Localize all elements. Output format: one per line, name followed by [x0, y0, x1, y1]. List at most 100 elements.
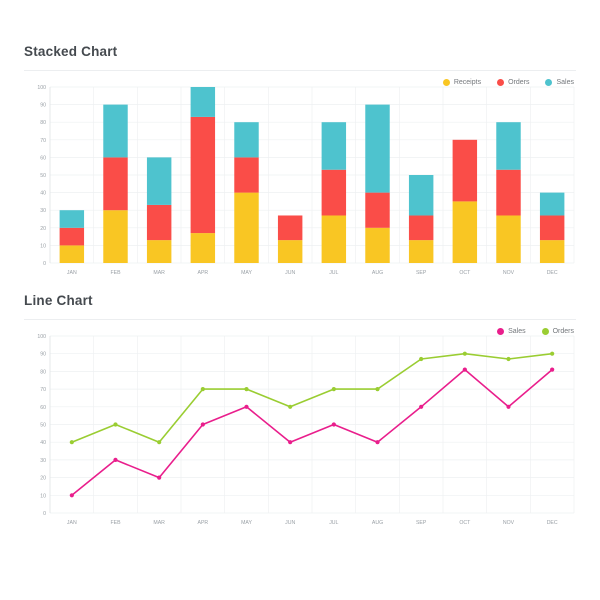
data-point-sales-may[interactable]: [244, 404, 249, 409]
data-point-orders-nov[interactable]: [506, 356, 511, 362]
data-point-orders-jul[interactable]: [331, 387, 336, 392]
bar-segment-sales-mar[interactable]: [146, 157, 172, 205]
bar-segment-orders-jul[interactable]: [321, 169, 347, 216]
bar-segment-receipts-oct[interactable]: [452, 201, 478, 263]
x-axis-tick-label: DEC: [547, 270, 558, 276]
legend-item-sales[interactable]: Sales: [545, 79, 574, 86]
bar-segment-orders-feb[interactable]: [103, 157, 128, 211]
data-point-sales-dec[interactable]: [550, 367, 555, 372]
line-series-sales: [71, 368, 553, 496]
bar-segment-sales-apr[interactable]: [190, 87, 216, 117]
data-point-orders-apr[interactable]: [200, 387, 205, 392]
x-axis-tick-label: OCT: [459, 520, 471, 526]
data-point-sales-sep[interactable]: [419, 404, 424, 409]
x-axis-tick-label: JAN: [67, 520, 77, 526]
bar-segment-receipts-sep[interactable]: [408, 240, 434, 263]
bar-segment-sales-nov[interactable]: [496, 122, 521, 170]
data-point-sales-jan[interactable]: [69, 493, 74, 498]
bar-segment-receipts-may[interactable]: [234, 192, 259, 263]
data-point-orders-aug[interactable]: [375, 387, 380, 392]
data-point-orders-mar[interactable]: [157, 440, 162, 445]
bar-segment-sales-dec[interactable]: [539, 192, 565, 216]
data-point-sales-oct[interactable]: [462, 367, 467, 372]
bar-segment-receipts-feb[interactable]: [103, 210, 128, 263]
bar-segment-orders-jun[interactable]: [277, 215, 303, 241]
legend-item-sales[interactable]: Sales: [497, 328, 526, 335]
x-axis-tick-label: NOV: [503, 270, 515, 276]
x-axis-tick-label: AUG: [372, 520, 383, 526]
data-point-orders-dec[interactable]: [550, 351, 555, 356]
line-chart-legend: Sales Orders: [497, 328, 574, 335]
bar-segment-receipts-nov[interactable]: [496, 215, 521, 263]
stacked-title-divider: [24, 70, 576, 71]
bar-segment-receipts-mar[interactable]: [146, 240, 172, 263]
y-axis-tick-label: 0: [43, 511, 46, 517]
y-axis-tick-label: 30: [40, 458, 46, 464]
x-axis-tick-label: FEB: [110, 520, 121, 526]
bar-segment-orders-nov[interactable]: [496, 169, 521, 216]
data-point-sales-aug[interactable]: [375, 440, 380, 445]
y-axis-tick-label: 80: [40, 369, 46, 375]
x-axis-tick-label: FEB: [110, 270, 121, 276]
y-axis-tick-label: 30: [40, 208, 46, 214]
y-axis-tick-label: 0: [43, 261, 46, 267]
bar-segment-receipts-jul[interactable]: [321, 215, 347, 263]
data-point-sales-jun[interactable]: [288, 440, 293, 445]
bar-segment-receipts-apr[interactable]: [190, 233, 216, 263]
line-chart-canvas: 0 10 20 30 40 50 60 70 80 90 100 JAN FEB MAR APR MAY JUN…: [37, 334, 575, 526]
bar-segment-sales-may[interactable]: [234, 122, 259, 158]
y-axis-tick-label: 40: [40, 440, 46, 446]
legend-item-orders[interactable]: Orders: [541, 328, 574, 335]
bar-segment-receipts-jun[interactable]: [277, 240, 303, 263]
bar-segment-receipts-dec[interactable]: [539, 240, 565, 263]
y-axis-tick-label: 60: [40, 405, 46, 411]
bar-segment-orders-dec[interactable]: [539, 215, 565, 241]
bar-segment-receipts-aug[interactable]: [365, 227, 390, 263]
x-axis-tick-label: JUN: [285, 270, 295, 276]
legend-item-orders[interactable]: Orders: [497, 79, 529, 86]
bar-segment-orders-sep[interactable]: [408, 215, 434, 241]
legend-dot-sales-icon: [497, 328, 505, 335]
bar-segment-orders-may[interactable]: [234, 157, 259, 193]
bar-segment-receipts-jan[interactable]: [59, 245, 85, 263]
bar-segment-sales-aug[interactable]: [365, 104, 390, 193]
y-axis-tick-label: 50: [40, 423, 46, 429]
y-axis-tick-label: 100: [37, 334, 46, 340]
bar-segment-orders-jan[interactable]: [59, 227, 85, 246]
data-point-orders-oct[interactable]: [462, 351, 467, 356]
bar-segment-sales-feb[interactable]: [103, 104, 128, 158]
bar-segment-sales-sep[interactable]: [408, 175, 434, 216]
bar-segment-orders-mar[interactable]: [146, 204, 172, 241]
bar-segment-orders-oct[interactable]: [452, 139, 478, 202]
y-axis-tick-label: 20: [40, 226, 46, 232]
stacked-chart-legend: Receipts Orders Sales: [442, 79, 574, 86]
y-axis-tick-label: 40: [40, 191, 46, 197]
data-point-sales-nov[interactable]: [506, 404, 511, 409]
x-axis-tick-label: APR: [197, 520, 208, 526]
x-axis-tick-label: DEC: [547, 520, 558, 526]
data-point-orders-jan[interactable]: [69, 440, 74, 445]
data-point-orders-jun[interactable]: [288, 404, 293, 409]
bar-segment-sales-jul[interactable]: [321, 122, 347, 170]
x-axis-tick-label: APR: [197, 270, 208, 276]
legend-item-receipts[interactable]: Receipts: [442, 79, 481, 86]
y-axis-tick-label: 90: [40, 352, 46, 358]
data-point-sales-jul[interactable]: [331, 422, 336, 427]
bar-segment-orders-aug[interactable]: [365, 192, 390, 228]
data-point-sales-feb[interactable]: [113, 457, 118, 462]
bar-segment-orders-apr[interactable]: [190, 116, 216, 234]
legend-label: Orders: [508, 79, 530, 86]
y-axis-tick-label: 100: [37, 85, 46, 91]
y-axis-tick-label: 10: [40, 493, 46, 499]
legend-dot-orders-icon: [497, 79, 505, 86]
data-point-sales-mar[interactable]: [157, 475, 162, 480]
data-point-orders-may[interactable]: [244, 387, 249, 392]
x-axis-tick-label: MAR: [153, 520, 165, 526]
x-axis-tick-label: OCT: [459, 270, 471, 276]
data-point-orders-feb[interactable]: [113, 422, 118, 427]
data-point-orders-sep[interactable]: [419, 356, 424, 362]
bar-segment-sales-jan[interactable]: [59, 210, 85, 228]
x-axis-tick-label: SEP: [416, 270, 427, 276]
data-point-sales-apr[interactable]: [200, 422, 205, 427]
